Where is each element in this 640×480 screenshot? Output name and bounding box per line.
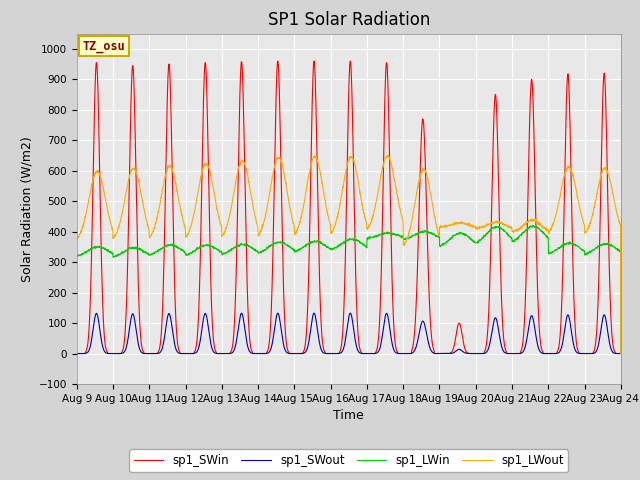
sp1_LWin <box>617 351 625 357</box>
sp1_LWout <box>617 351 625 357</box>
sp1_SWin <box>73 351 81 357</box>
sp1_SWin <box>225 351 232 357</box>
sp1_LWin <box>376 232 384 238</box>
sp1_LWin <box>584 251 592 256</box>
Line: sp1_LWout: sp1_LWout <box>77 155 621 354</box>
sp1_LWout <box>384 152 392 158</box>
sp1_SWout <box>274 310 282 316</box>
Legend: sp1_SWin, sp1_SWout, sp1_LWin, sp1_LWout: sp1_SWin, sp1_SWout, sp1_LWin, sp1_LWout <box>129 449 568 472</box>
sp1_LWout <box>507 226 515 231</box>
sp1_SWout <box>584 351 592 357</box>
sp1_SWout <box>365 351 372 357</box>
sp1_SWin <box>617 351 625 357</box>
Title: SP1 Solar Radiation: SP1 Solar Radiation <box>268 11 430 29</box>
sp1_SWin <box>376 298 384 304</box>
sp1_SWin <box>274 58 282 64</box>
sp1_SWout <box>507 351 515 357</box>
Y-axis label: Solar Radiation (W/m2): Solar Radiation (W/m2) <box>20 136 33 282</box>
Line: sp1_LWin: sp1_LWin <box>77 226 621 354</box>
sp1_LWout <box>569 173 577 179</box>
sp1_LWin <box>225 248 232 254</box>
sp1_LWout <box>365 225 372 230</box>
sp1_LWin <box>569 240 577 246</box>
Line: sp1_SWout: sp1_SWout <box>77 313 621 354</box>
sp1_SWin <box>584 351 592 357</box>
sp1_SWout <box>73 351 81 357</box>
sp1_LWout <box>225 218 232 224</box>
sp1_LWout <box>584 226 592 231</box>
X-axis label: Time: Time <box>333 409 364 422</box>
sp1_LWout <box>73 236 81 241</box>
sp1_SWin <box>507 351 515 357</box>
sp1_SWin <box>365 351 372 357</box>
Text: TZ_osu: TZ_osu <box>82 40 125 53</box>
sp1_SWout <box>617 351 625 357</box>
sp1_SWout <box>569 338 577 344</box>
sp1_SWout <box>376 343 384 349</box>
Line: sp1_SWin: sp1_SWin <box>77 61 621 354</box>
sp1_SWin <box>569 261 577 267</box>
sp1_SWout <box>225 351 232 357</box>
sp1_LWin <box>529 223 537 228</box>
sp1_LWin <box>365 234 372 240</box>
sp1_LWin <box>73 253 81 259</box>
sp1_LWout <box>376 178 384 184</box>
sp1_LWin <box>507 234 515 240</box>
